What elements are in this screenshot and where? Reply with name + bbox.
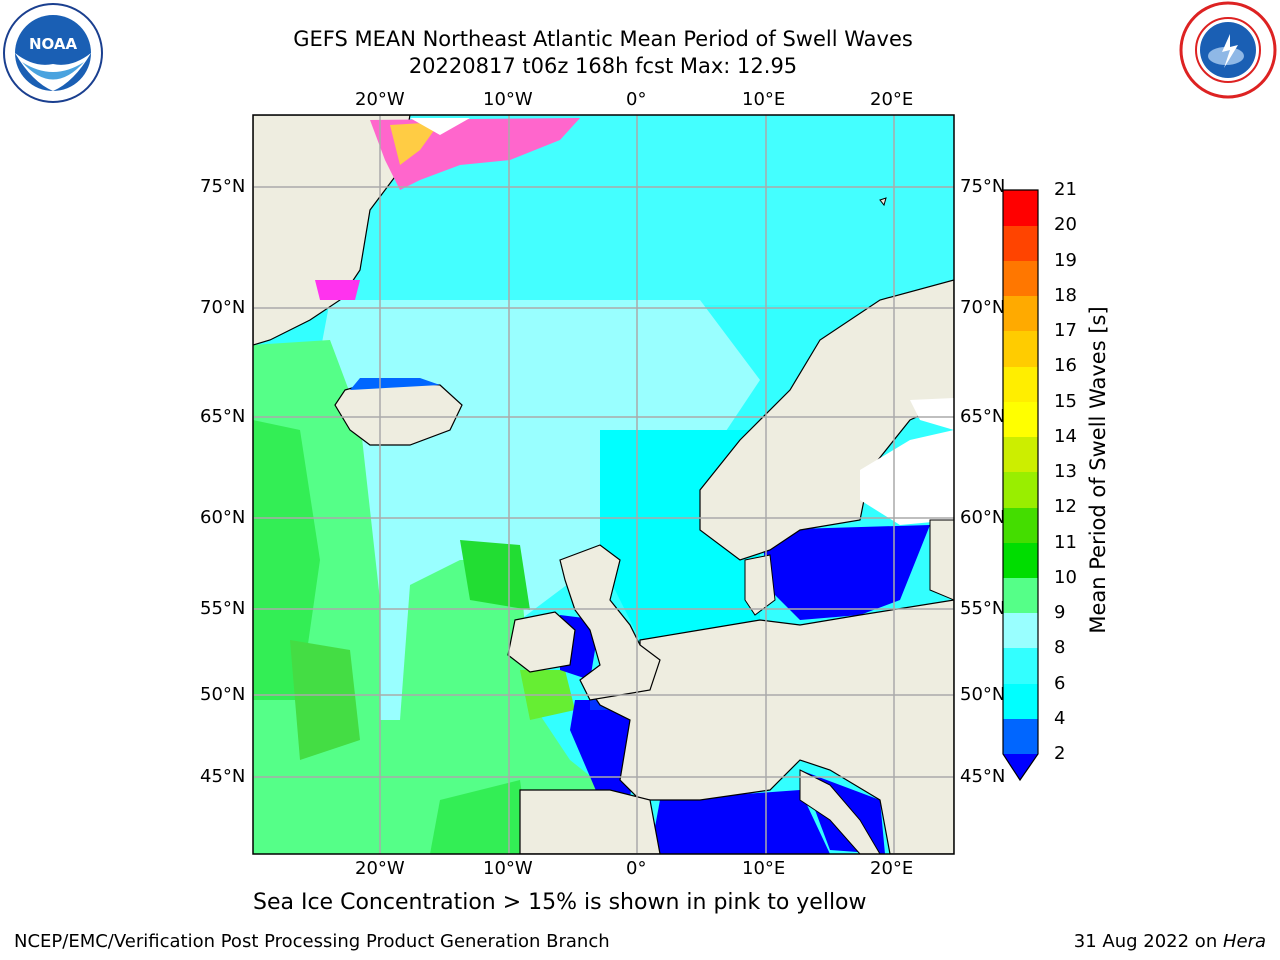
- lat-label-left: 45°N: [200, 766, 246, 787]
- lat-label-left: 70°N: [200, 297, 246, 318]
- colorbar-segment: [1003, 543, 1038, 578]
- lat-label-right: 45°N: [960, 766, 1006, 787]
- colorbar-tick: 11: [1054, 532, 1077, 553]
- lon-label-top: 10°E: [742, 89, 786, 110]
- lon-label-bottom: 10°E: [742, 858, 786, 879]
- sea-ice-caption: Sea Ice Concentration > 15% is shown in …: [253, 890, 867, 915]
- lon-label-bottom: 10°W: [483, 858, 533, 879]
- ireland-land: [507, 611, 576, 673]
- colorbar-segment: [1003, 296, 1038, 331]
- lon-label-bottom: 0°: [626, 858, 647, 879]
- lat-label-left: 50°N: [200, 684, 246, 705]
- footer-date-text: 31 Aug 2022 on: [1073, 931, 1223, 952]
- colorbar-segment: [1003, 472, 1038, 508]
- lon-label-top: 0°: [626, 89, 647, 110]
- baltic-blue: [760, 525, 930, 620]
- lon-label-bottom: 20°W: [355, 858, 405, 879]
- colorbar-tick: 16: [1054, 355, 1077, 376]
- lat-label-left: 60°N: [200, 507, 246, 528]
- colorbar-tick: 6: [1054, 673, 1066, 694]
- scandinavia-land: [699, 279, 954, 561]
- colorbar-tick: 20: [1054, 214, 1077, 235]
- colorbar-segment: [1003, 684, 1038, 719]
- footer-credit: NCEP/EMC/Verification Post Processing Pr…: [14, 931, 610, 952]
- colorbar-segment: [1003, 261, 1038, 296]
- graticule: [253, 115, 954, 854]
- noaa-logo-icon: NOAA: [3, 3, 103, 103]
- colorbar-segment: [1003, 226, 1038, 261]
- lat-label-right: 55°N: [960, 598, 1006, 619]
- chart-title: GEFS MEAN Northeast Atlantic Mean Period…: [293, 27, 913, 51]
- national-weather-service-logo-icon: [1179, 1, 1277, 99]
- colorbar-segment: [1003, 331, 1038, 367]
- footer-date: 31 Aug 2022 on Hera: [1074, 931, 1266, 952]
- chart-subtitle: 20220817 t06z 168h fcst Max: 12.95: [408, 54, 798, 78]
- lat-label-left: 55°N: [200, 598, 246, 619]
- lon-label-top: 10°W: [483, 89, 533, 110]
- lon-label-bottom: 20°E: [870, 858, 914, 879]
- colorbar-segment: [1003, 402, 1038, 437]
- colorbar-tick: 19: [1054, 250, 1077, 271]
- colorbar-segment: [1003, 613, 1038, 648]
- lat-label-right: 75°N: [960, 176, 1006, 197]
- colorbar-tick: 18: [1054, 285, 1077, 306]
- colorbar-segment: [1003, 719, 1038, 754]
- colorbar-tick: 13: [1054, 461, 1077, 482]
- colorbar-tick: 10: [1054, 567, 1077, 588]
- lat-label-left: 75°N: [200, 176, 246, 197]
- map-frame: [252, 114, 955, 855]
- colorbar-tick: 2: [1054, 743, 1066, 764]
- colorbar-tick: 21: [1054, 179, 1077, 200]
- colorbar-tick: 17: [1054, 320, 1077, 341]
- colorbar-tick: 12: [1054, 496, 1077, 517]
- colorbar-segment: [1003, 578, 1038, 613]
- svg-text:NOAA: NOAA: [29, 35, 78, 53]
- colorbar-segment: [1003, 648, 1038, 684]
- colorbar-tick: 4: [1054, 708, 1066, 729]
- lat-label-right: 65°N: [960, 406, 1006, 427]
- footer-host: Hera: [1222, 931, 1266, 952]
- colorbar-segment: [1003, 508, 1038, 543]
- lat-label-right: 50°N: [960, 684, 1006, 705]
- colorbar-segment: [1003, 437, 1038, 472]
- lon-label-top: 20°E: [870, 89, 914, 110]
- lat-label-right: 60°N: [960, 507, 1006, 528]
- colorbar-label: Mean Period of Swell Waves [s]: [1086, 306, 1110, 634]
- great-britain-land: [559, 544, 661, 701]
- colorbar-segment: [1003, 367, 1038, 402]
- colorbar: [1002, 189, 1039, 782]
- colorbar-tick: 9: [1054, 602, 1066, 623]
- colorbar-extend-arrow: [1003, 754, 1038, 780]
- lat-label-left: 65°N: [200, 406, 246, 427]
- lon-label-top: 20°W: [355, 89, 405, 110]
- colorbar-tick: 15: [1054, 391, 1077, 412]
- colorbar-segment: [1003, 190, 1038, 226]
- colorbar-tick: 14: [1054, 426, 1077, 447]
- colorbar-tick: 8: [1054, 637, 1066, 658]
- europe-land: [589, 599, 954, 854]
- lat-label-right: 70°N: [960, 297, 1006, 318]
- iberia-land: [519, 789, 661, 854]
